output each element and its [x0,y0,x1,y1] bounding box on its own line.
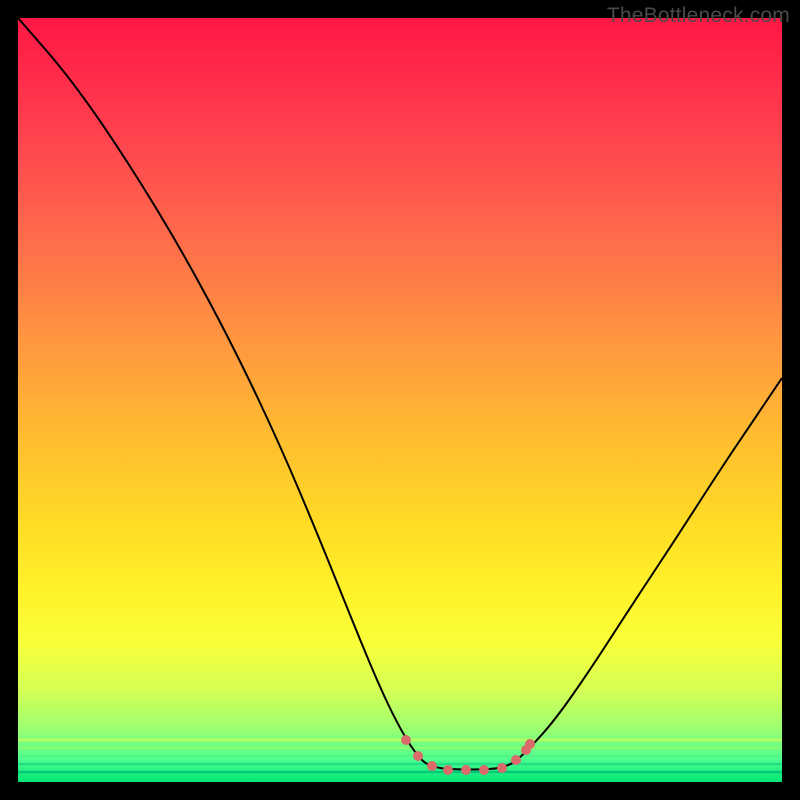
valley-marker [511,755,521,765]
chart-svg [0,0,800,800]
valley-marker [461,765,471,775]
valley-marker [479,765,489,775]
valley-marker [427,761,437,771]
valley-marker [525,739,535,749]
watermark-text: TheBottleneck.com [607,4,790,28]
plot-background [18,18,782,782]
valley-marker [497,763,507,773]
bottleneck-chart: TheBottleneck.com [0,0,800,800]
valley-marker [401,735,411,745]
valley-marker [413,751,423,761]
valley-marker [443,765,453,775]
